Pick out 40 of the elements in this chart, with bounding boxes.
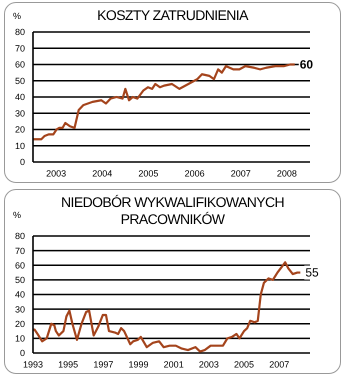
y-axis-title: % xyxy=(13,11,22,21)
x-tick-label: 1999 xyxy=(128,359,149,370)
y-axis-title: % xyxy=(13,210,22,220)
x-tick-label: 2006 xyxy=(184,168,205,178)
x-tick-label: 2007 xyxy=(269,359,290,370)
y-tick-label: 20 xyxy=(14,318,25,329)
y-tick-label: 10 xyxy=(14,140,25,151)
y-tick-label: 0 xyxy=(20,348,25,358)
chart-title: NIEDOBÓR WYKWALIFIKOWANYCH PRACOWNIKÓW xyxy=(61,194,284,227)
y-tick-label: 10 xyxy=(14,334,25,344)
x-tick-label: 2003 xyxy=(46,168,66,178)
y-tick-label: 0 xyxy=(20,157,25,168)
x-tick-label: 1995 xyxy=(58,359,78,370)
x-tick-label: 2005 xyxy=(234,359,254,370)
chart-title: KOSZTY ZATRUDNIENIA xyxy=(97,7,248,23)
y-tick-label: 40 xyxy=(14,92,25,102)
annotation: 60 xyxy=(300,58,314,72)
y-tick-label: 40 xyxy=(14,290,25,300)
x-tick-label: 2003 xyxy=(198,359,219,370)
x-tick-label: 2007 xyxy=(230,168,251,178)
x-tick-label: 2004 xyxy=(92,168,112,178)
x-tick-label: 2001 xyxy=(164,359,184,370)
y-tick-label: 50 xyxy=(14,76,25,86)
y-tick-label: 70 xyxy=(14,43,25,54)
y-tick-label: 60 xyxy=(14,60,25,70)
line-series xyxy=(33,261,302,353)
x-tick-label: 2005 xyxy=(138,168,158,178)
y-tick-label: 80 xyxy=(14,27,25,38)
x-tick-label: 1993 xyxy=(22,359,44,370)
y-tick-label: 30 xyxy=(14,108,25,118)
y-tick-label: 50 xyxy=(14,275,25,286)
line-series xyxy=(33,63,296,140)
y-tick-label: 30 xyxy=(14,304,25,314)
x-tick-label: 2008 xyxy=(276,168,297,178)
y-tick-label: 70 xyxy=(14,246,25,256)
annotation: 55 xyxy=(305,266,319,280)
y-tick-label: 80 xyxy=(14,231,25,242)
y-tick-label: 20 xyxy=(14,124,25,135)
y-tick-label: 60 xyxy=(14,260,25,270)
x-tick-label: 1997 xyxy=(93,359,114,370)
